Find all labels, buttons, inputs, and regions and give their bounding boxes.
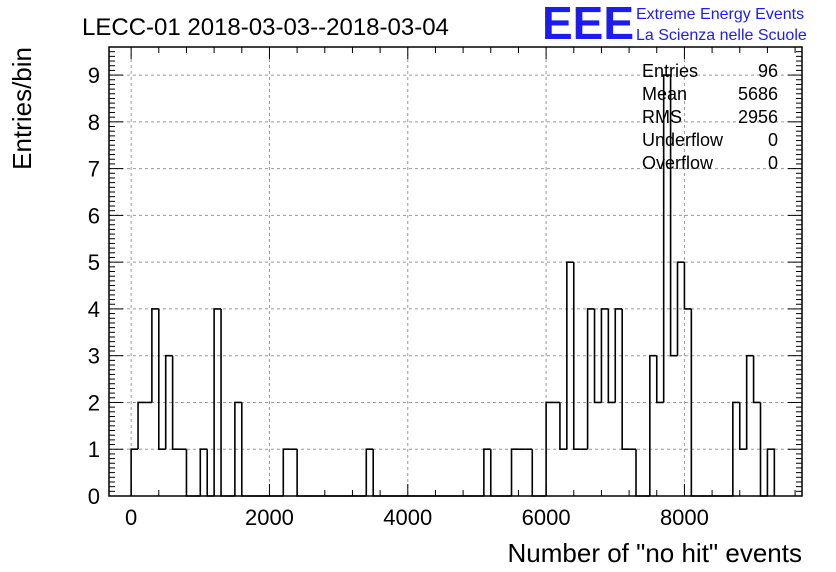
stats-value: 2956 (738, 107, 778, 127)
logo-line-2: La Scienza nelle Scuole (636, 27, 807, 44)
y-tick-label: 0 (88, 484, 100, 509)
histogram-bin (365, 448, 374, 496)
axis-tick-labels: 0 2000 4000 6000 8000 0 1 2 3 4 5 6 7 8 9 (88, 63, 709, 530)
histogram-bin (510, 448, 519, 496)
y-axis-label: Entries/bin (7, 47, 37, 170)
histogram-bin (732, 401, 740, 496)
histogram-bin (586, 308, 595, 450)
histogram-bin (655, 355, 664, 404)
histogram-bin (766, 448, 776, 496)
histogram-bin (559, 402, 567, 451)
histogram-bin (649, 354, 657, 496)
histogram-bin (662, 74, 671, 403)
histogram-bin (545, 401, 554, 496)
x-tick-label: 4000 (383, 505, 432, 530)
y-tick-label: 3 (88, 344, 100, 369)
eee-logo: EEE Extreme Energy Events La Scienza nel… (542, 0, 807, 49)
histogram-bin (489, 449, 498, 497)
histogram-bin (234, 401, 242, 496)
histogram-bin (635, 449, 643, 497)
histogram-bin (566, 261, 574, 450)
stats-value: 0 (768, 153, 778, 173)
histogram-bin (593, 308, 602, 404)
y-tick-label: 6 (88, 203, 100, 228)
y-tick-label: 7 (88, 157, 100, 182)
histogram-bin (130, 448, 139, 496)
axis-ticks (109, 46, 802, 497)
stats-label: Overflow (642, 153, 714, 173)
stats-label: Underflow (642, 130, 724, 150)
y-tick-label: 5 (88, 250, 100, 275)
y-tick-label: 1 (88, 437, 100, 462)
histogram-bin (669, 75, 678, 357)
x-tick-label: 8000 (660, 505, 709, 530)
stats-box: Entries 96 Mean 5686 RMS 2956 Underflow 0 Overfl… (642, 61, 778, 173)
stats-label: Mean (642, 84, 687, 104)
histogram-bin (683, 262, 692, 310)
histogram-bin (614, 308, 623, 403)
stats-value: 5686 (738, 84, 778, 104)
stats-value: 0 (768, 130, 778, 150)
y-tick-label: 2 (88, 390, 100, 415)
histogram-bin (185, 449, 194, 497)
stats-label: Entries (642, 61, 698, 81)
eee-logo-mark: EEE (542, 0, 634, 49)
histogram-bin (745, 354, 754, 450)
x-tick-label: 0 (125, 505, 137, 530)
histogram-bin (600, 308, 609, 403)
x-tick-label: 6000 (522, 505, 571, 530)
histogram-bin (607, 308, 616, 404)
logo-line-1: Extreme Energy Events (636, 6, 804, 23)
histogram-bin (151, 308, 159, 403)
histogram-bin (621, 308, 630, 451)
histogram-bin (157, 308, 166, 451)
x-axis-label: Number of "no hit" events (508, 538, 803, 568)
stats-value: 96 (758, 61, 778, 81)
histogram-bin (199, 448, 208, 496)
histogram-bin (137, 401, 145, 450)
chart-title: LECC-01 2018-03-03--2018-03-04 (82, 14, 449, 41)
stats-label: RMS (642, 107, 682, 127)
histogram-bin (676, 261, 685, 356)
y-tick-label: 9 (88, 63, 100, 88)
plot-frame (108, 46, 803, 497)
histogram-bin (738, 402, 747, 451)
histogram-bin (531, 449, 540, 497)
histogram-bin (372, 449, 381, 497)
grid-lines (109, 47, 802, 497)
histogram-bin (206, 449, 215, 497)
histogram-bin (213, 308, 222, 496)
histogram-bin (483, 448, 491, 496)
x-tick-label: 2000 (245, 505, 294, 530)
y-tick-label: 8 (88, 110, 100, 135)
histogram-bin (171, 355, 180, 451)
histogram-bin (572, 262, 581, 451)
histogram-bin (282, 448, 291, 496)
histogram-bin (164, 354, 173, 450)
histogram-bin (296, 449, 305, 497)
y-tick-label: 4 (88, 297, 100, 322)
histogram-bin (752, 355, 761, 404)
